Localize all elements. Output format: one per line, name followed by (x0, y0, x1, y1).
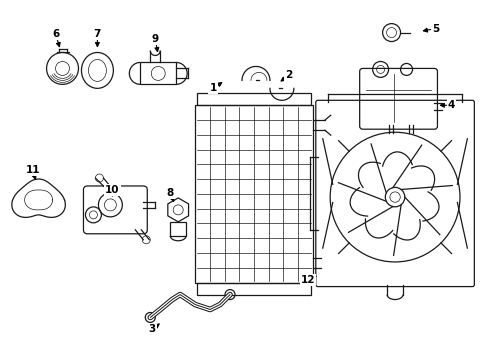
Text: 1: 1 (209, 84, 217, 93)
Text: 11: 11 (25, 165, 40, 175)
Text: 8: 8 (167, 188, 174, 198)
Text: 10: 10 (105, 185, 120, 195)
Text: 12: 12 (300, 275, 315, 285)
Text: 6: 6 (52, 28, 59, 39)
Bar (195, 105, 313, 283)
Text: 4: 4 (448, 100, 455, 110)
Bar (197, 93, 311, 105)
Text: 3: 3 (148, 324, 156, 334)
Text: 9: 9 (152, 33, 159, 44)
Text: 5: 5 (432, 24, 439, 33)
Bar (170, 222, 186, 236)
Bar (197, 283, 311, 294)
Text: 7: 7 (94, 28, 101, 39)
Bar (140, 62, 176, 84)
Text: 2: 2 (285, 71, 293, 80)
